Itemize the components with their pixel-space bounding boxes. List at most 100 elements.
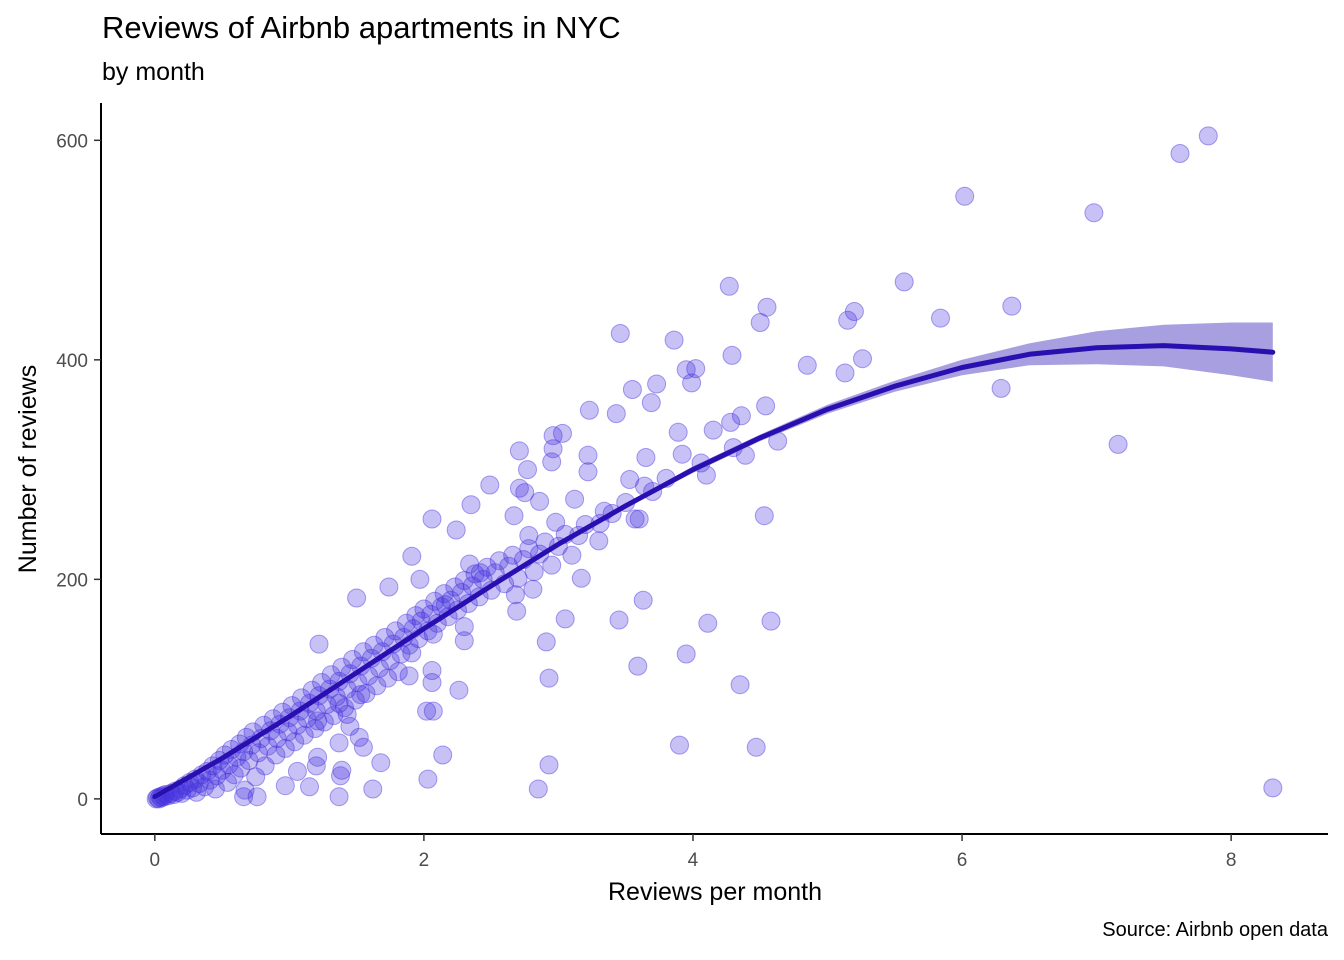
data-point (446, 520, 466, 540)
data-point (519, 539, 539, 559)
data-point (375, 628, 395, 647)
data-point (536, 632, 556, 652)
data-point (1198, 126, 1218, 146)
data-point (553, 423, 572, 443)
y-tick-label: 400 (56, 351, 88, 372)
data-point (423, 701, 443, 721)
data-point (477, 557, 497, 577)
data-point (239, 751, 259, 770)
data-point (1108, 434, 1128, 454)
data-point (351, 685, 371, 705)
data-point (622, 380, 642, 399)
data-point (757, 297, 777, 317)
data-point (306, 756, 326, 776)
y-axis-title: Number of reviews (14, 365, 42, 573)
data-point (314, 712, 334, 732)
data-point (278, 722, 298, 742)
points-layer (146, 126, 1283, 809)
data-point (686, 359, 706, 379)
data-point (524, 562, 544, 582)
data-point (200, 770, 220, 790)
data-point (454, 617, 474, 637)
data-point (425, 591, 445, 611)
data-point (465, 564, 485, 584)
data-point (462, 576, 482, 596)
data-point (331, 766, 350, 786)
data-point (297, 709, 317, 729)
data-point (308, 747, 328, 767)
data-point (255, 756, 275, 776)
data-point (172, 783, 192, 803)
data-point (321, 665, 341, 685)
data-point (754, 506, 774, 526)
data-point (306, 701, 326, 721)
data-point (275, 738, 295, 758)
data-point (509, 478, 529, 498)
data-point (332, 657, 352, 677)
data-point (452, 583, 472, 602)
data-point (509, 441, 529, 461)
data-point (542, 452, 562, 472)
data-point (205, 779, 225, 799)
data-point (503, 545, 523, 565)
data-point (853, 349, 872, 369)
data-point (349, 727, 369, 747)
data-point (722, 345, 742, 365)
data-point (294, 725, 314, 745)
data-point (730, 675, 750, 695)
data-point (761, 611, 781, 631)
chart-title: Reviews of Airbnb apartments in NYC (102, 10, 621, 45)
data-point (275, 776, 295, 796)
x-tick-label: 6 (957, 850, 968, 871)
data-point (224, 765, 244, 785)
data-point (991, 378, 1011, 398)
data-point (434, 584, 454, 604)
data-point (422, 673, 442, 692)
data-point (682, 373, 702, 393)
y-axis-ticks: 0 200 400 600 (56, 131, 101, 811)
data-point (480, 475, 500, 495)
data-point (267, 729, 287, 748)
data-point (285, 732, 305, 752)
data-point (309, 634, 329, 654)
data-point (266, 745, 286, 765)
data-point (449, 680, 469, 700)
x-axis-title: Reviews per month (608, 878, 822, 906)
data-point (422, 509, 442, 529)
data-point (628, 656, 648, 676)
data-point (672, 444, 692, 464)
data-point (625, 509, 645, 529)
data-point (528, 779, 548, 799)
data-point (312, 673, 332, 692)
data-point (698, 613, 718, 633)
data-point (894, 272, 914, 292)
data-point (546, 512, 566, 532)
data-point (578, 445, 598, 465)
data-point (543, 439, 563, 459)
data-point (676, 644, 696, 664)
data-point (246, 767, 266, 787)
data-point (454, 571, 474, 590)
data-point (378, 668, 398, 688)
data-point (565, 489, 585, 509)
data-point (335, 698, 354, 718)
data-point (670, 735, 689, 755)
data-point (505, 585, 525, 605)
data-point (329, 787, 349, 807)
data-point (610, 324, 630, 343)
x-tick-label: 4 (688, 850, 699, 871)
data-point (386, 621, 406, 641)
data-point (340, 716, 360, 736)
data-point (721, 412, 741, 432)
data-point (454, 631, 474, 651)
data-point (519, 526, 539, 545)
data-point (248, 743, 268, 763)
chart-caption: Source: Airbnb open data (1102, 919, 1328, 941)
data-point (410, 569, 430, 589)
data-point (731, 406, 751, 426)
smooth-fit-line (152, 343, 1276, 800)
data-point (329, 693, 349, 713)
data-point (542, 555, 562, 575)
data-point (719, 276, 739, 296)
